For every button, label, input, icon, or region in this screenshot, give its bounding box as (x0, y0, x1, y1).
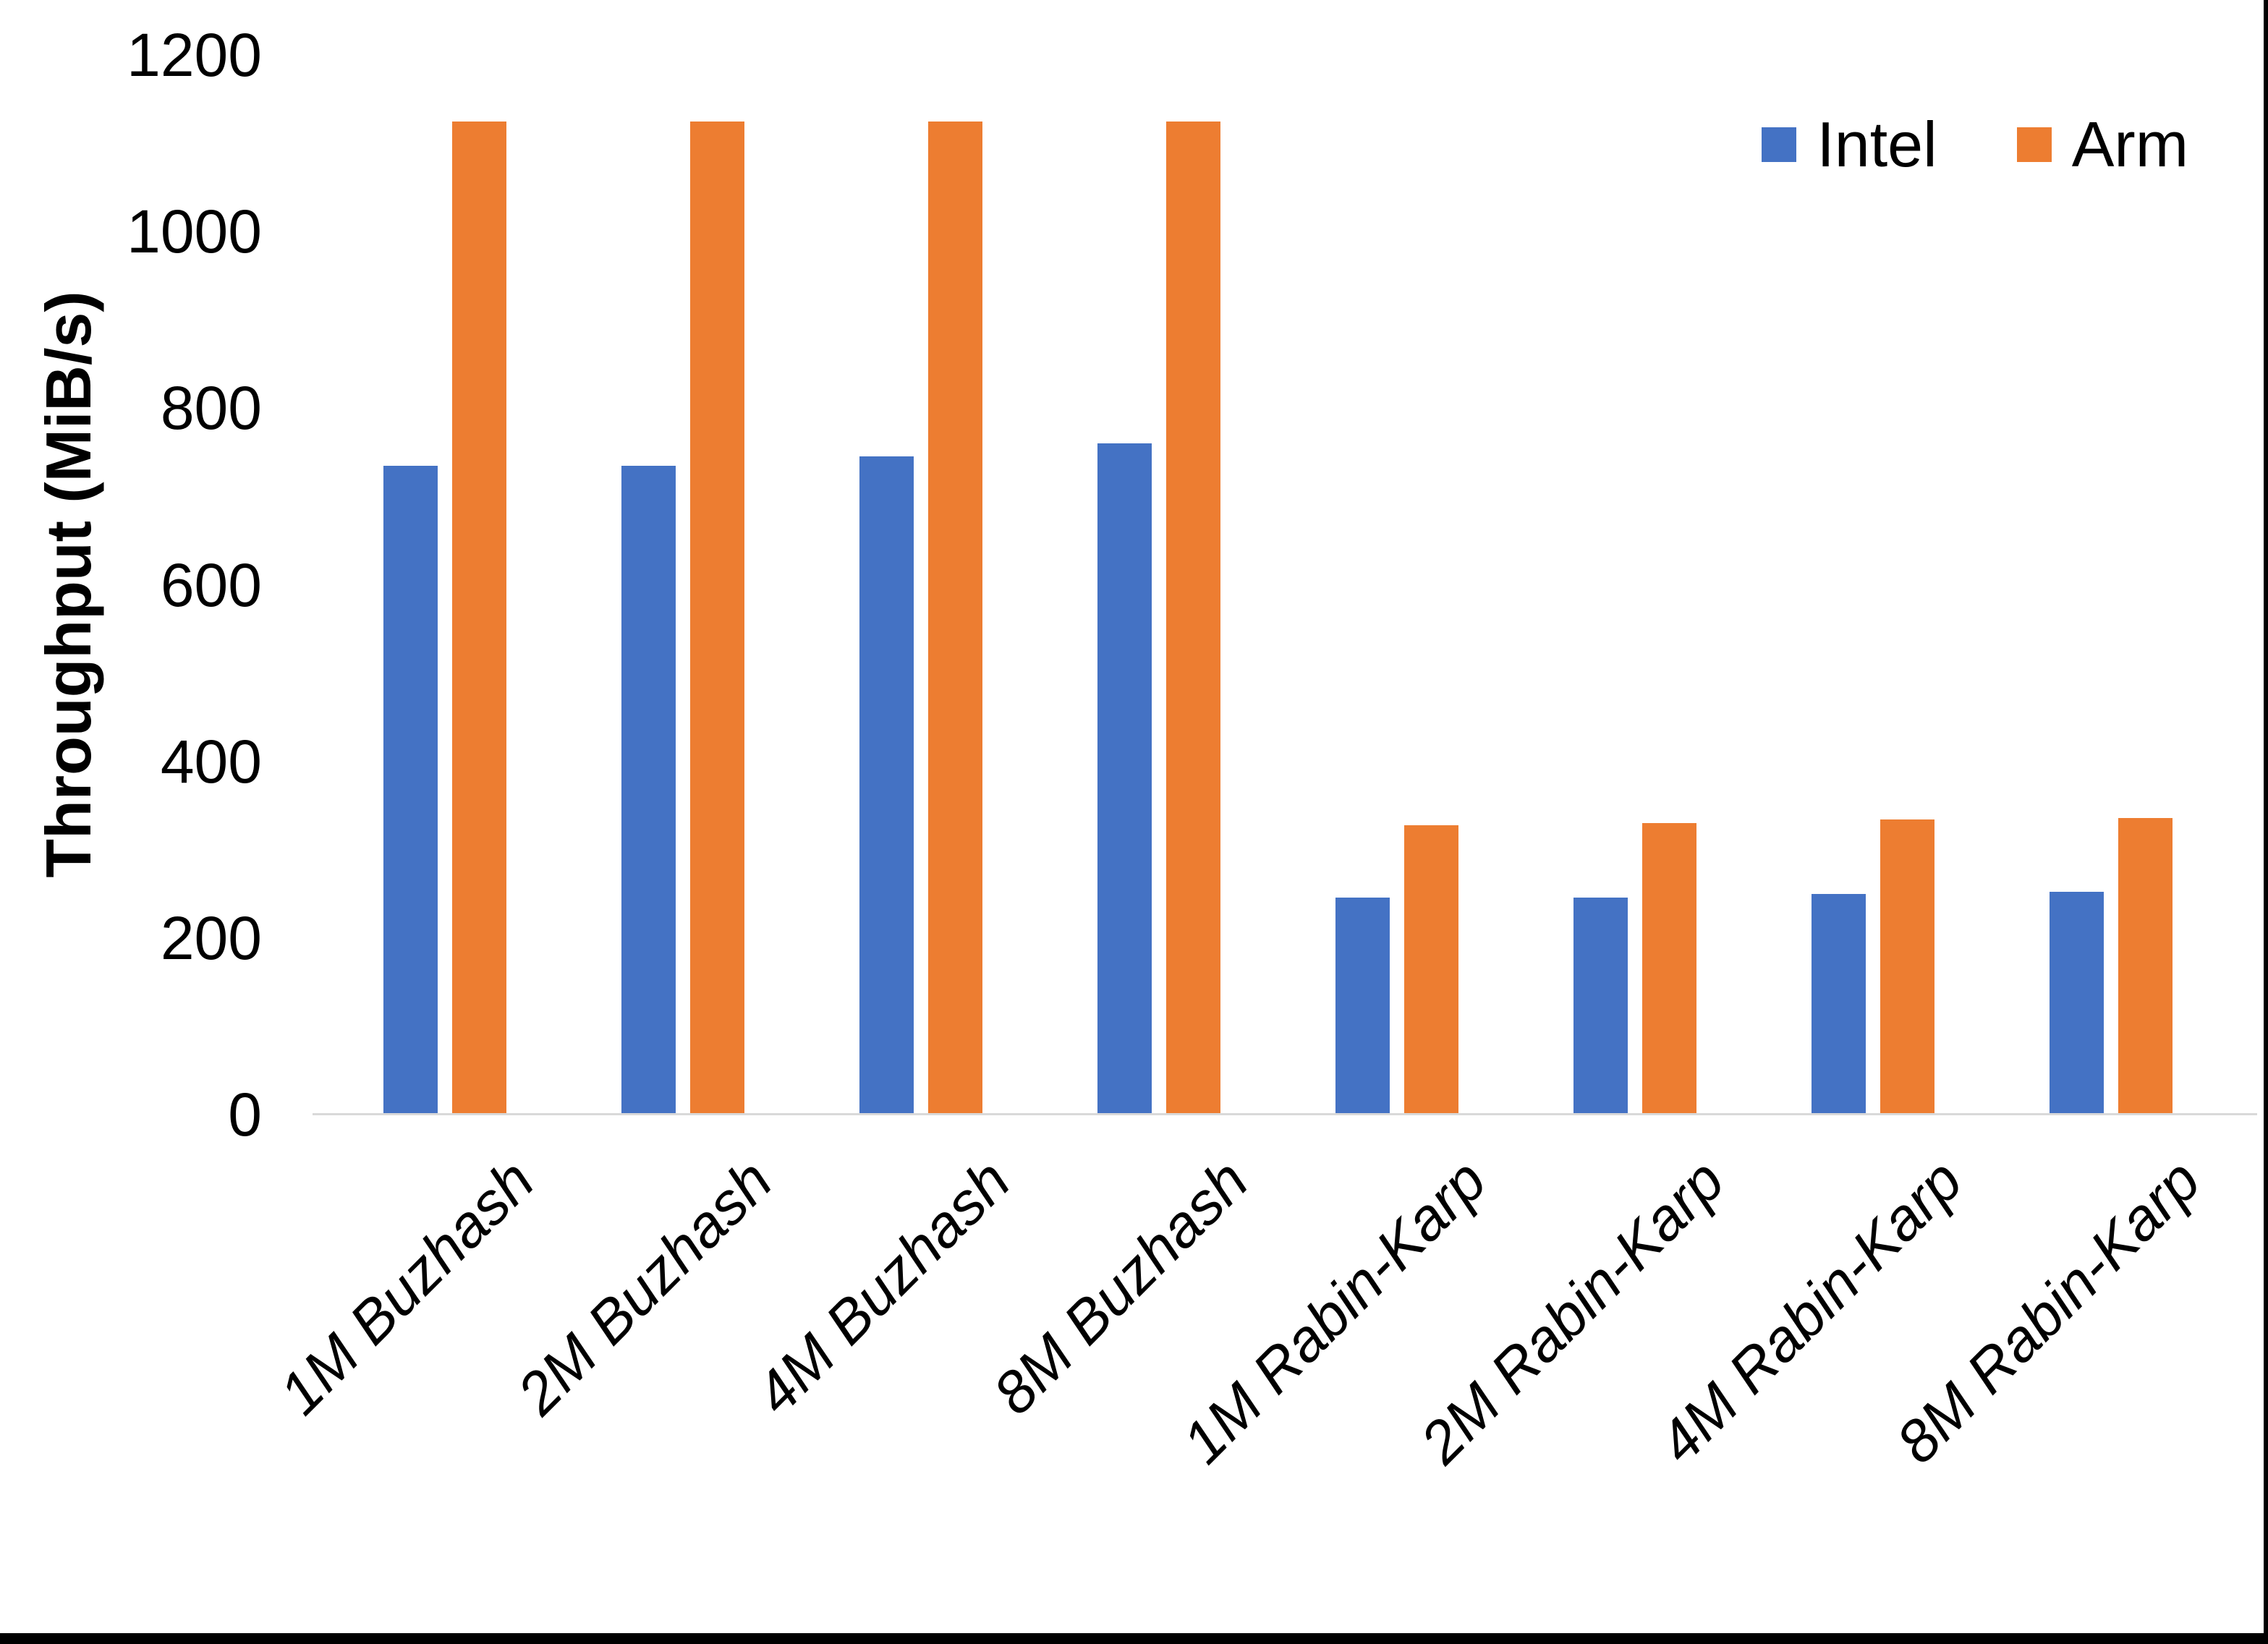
y-tick-label: 200 (160, 903, 262, 972)
plot-area (326, 55, 2230, 1115)
y-tick-label: 1200 (127, 21, 262, 89)
intel-bar (383, 465, 438, 1115)
bar-group (326, 55, 564, 1115)
intel-bar (1335, 897, 1390, 1115)
legend-label-intel: Intel (1817, 108, 1937, 180)
intel-bar (859, 456, 914, 1115)
screenshot-right-edge (2264, 0, 2268, 1644)
legend-entry-intel: Intel (1762, 110, 1937, 179)
bar-group (1992, 55, 2230, 1115)
arm-bar (1641, 823, 1696, 1115)
legend-entry-arm: Arm (2016, 108, 2188, 180)
bar-group (802, 55, 1040, 1115)
y-tick-label: 400 (160, 727, 262, 796)
bar-group (1516, 55, 1754, 1115)
y-tick-label: 0 (228, 1081, 262, 1149)
bar-group (1040, 55, 1278, 1115)
arm-bar (451, 121, 506, 1115)
bar-group (1754, 55, 1992, 1115)
intel-bar (1573, 897, 1628, 1115)
intel-bar (2049, 892, 2104, 1115)
y-tick-label: 1000 (127, 197, 262, 266)
bar-group (564, 55, 802, 1115)
intel-bar (621, 465, 676, 1115)
screenshot-bottom-edge (0, 1633, 2268, 1644)
arm-bar (1403, 825, 1458, 1115)
legend-label-arm: Arm (2071, 108, 2188, 180)
arm-bar (689, 121, 744, 1115)
x-axis-line (313, 1113, 2257, 1115)
y-tick-label: 800 (160, 374, 262, 443)
arm-bar (927, 121, 982, 1115)
intel-series-swatch-icon (1762, 127, 1797, 162)
arm-bar (1165, 121, 1220, 1115)
legend: Intel Arm (1762, 110, 2188, 179)
arm-bar (1880, 819, 1934, 1115)
arm-series-swatch-icon (2016, 127, 2052, 162)
intel-bar (1811, 893, 1866, 1115)
intel-bar (1097, 443, 1152, 1115)
y-tick-label: 600 (160, 550, 262, 619)
arm-bar (2118, 817, 2173, 1115)
bar-group (1278, 55, 1516, 1115)
